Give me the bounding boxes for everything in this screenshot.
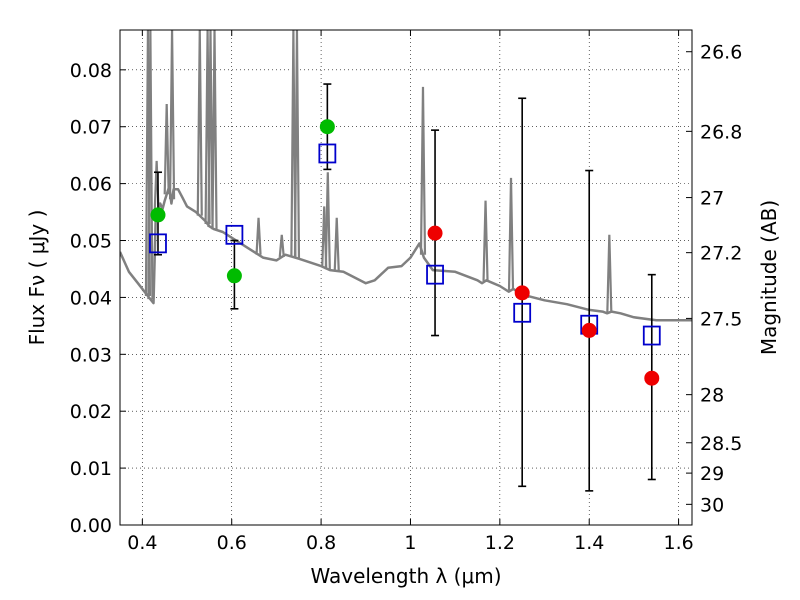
observed-point-green xyxy=(226,268,242,284)
y-axis: 0.00 0.01 0.02 0.03 0.04 0.05 0.06 0.07 0.08 xyxy=(70,60,126,537)
y2-tick-label: 27 xyxy=(700,188,724,210)
x-tick-label: 1.6 xyxy=(663,532,693,554)
x-axis-title: Wavelength λ (μm) xyxy=(310,564,501,588)
x-tick-label: 0.8 xyxy=(306,532,336,554)
y2-axis-title: Magnitude (AB) xyxy=(757,200,781,355)
y2-tick-label: 28.5 xyxy=(700,433,742,455)
y2-tick-label: 26.6 xyxy=(700,42,742,64)
observed-point-green xyxy=(150,207,166,223)
emission-line xyxy=(507,177,515,291)
x-tick-label: 0.6 xyxy=(217,532,247,554)
emission-line xyxy=(293,30,301,259)
observed-point-red xyxy=(427,225,443,241)
y-tick-label: 0.07 xyxy=(70,117,112,139)
plot-area xyxy=(120,30,692,492)
emission-line xyxy=(324,172,331,270)
x-tick-label: 1.4 xyxy=(574,532,604,554)
emission-line xyxy=(163,103,170,195)
emission-line xyxy=(147,30,154,300)
y2-tick-label: 27.5 xyxy=(700,308,742,330)
emission-line xyxy=(333,217,340,271)
emission-line xyxy=(211,30,218,230)
y-tick-label: 0.08 xyxy=(70,60,112,82)
x-tick-label: 1 xyxy=(404,532,416,554)
y-tick-label: 0.01 xyxy=(70,458,112,480)
model-flux-box xyxy=(225,224,244,245)
y2-tick-label: 27.2 xyxy=(700,243,742,265)
y-tick-label: 0.02 xyxy=(70,401,112,423)
plot-frame xyxy=(119,29,693,526)
model-flux-box xyxy=(642,325,661,346)
emission-line xyxy=(255,217,262,255)
model-flux-box xyxy=(149,233,167,254)
observed-point-red xyxy=(644,370,660,386)
y-tick-label: 0.05 xyxy=(70,231,112,253)
observed-point-green xyxy=(319,119,335,135)
y-tick-label: 0.06 xyxy=(70,174,112,196)
emission-line xyxy=(278,234,285,258)
emission-line xyxy=(419,86,427,255)
y2-tick-label: 28 xyxy=(700,385,724,407)
model-flux-box xyxy=(318,143,337,164)
y-axis-title: Flux Fν ( μJy ) xyxy=(25,210,49,346)
emission-line xyxy=(482,200,489,281)
y-tick-label: 0.00 xyxy=(70,515,112,537)
y-tick-label: 0.04 xyxy=(70,287,112,309)
model-flux-box xyxy=(426,264,444,285)
emission-line xyxy=(207,30,214,228)
y-tick-label: 0.03 xyxy=(70,344,112,366)
emission-line xyxy=(196,30,203,216)
emission-line xyxy=(168,30,176,200)
y2-axis-magnitude: 26.6 26.8 27 27.2 27.5 28 28.5 29 30 xyxy=(686,42,742,516)
observed-point-red xyxy=(581,322,597,338)
observed-point-red xyxy=(514,285,530,301)
x-tick-label: 0.4 xyxy=(127,532,157,554)
model-flux-box xyxy=(513,302,532,323)
emission-line xyxy=(606,234,613,313)
y2-tick-label: 26.8 xyxy=(700,121,742,143)
x-tick-label: 1.2 xyxy=(485,532,515,554)
x-axis: 0.4 0.6 0.8 1 1.2 1.4 1.6 xyxy=(127,30,694,554)
y2-tick-label: 30 xyxy=(700,494,724,516)
y2-tick-label: 29 xyxy=(700,463,724,485)
